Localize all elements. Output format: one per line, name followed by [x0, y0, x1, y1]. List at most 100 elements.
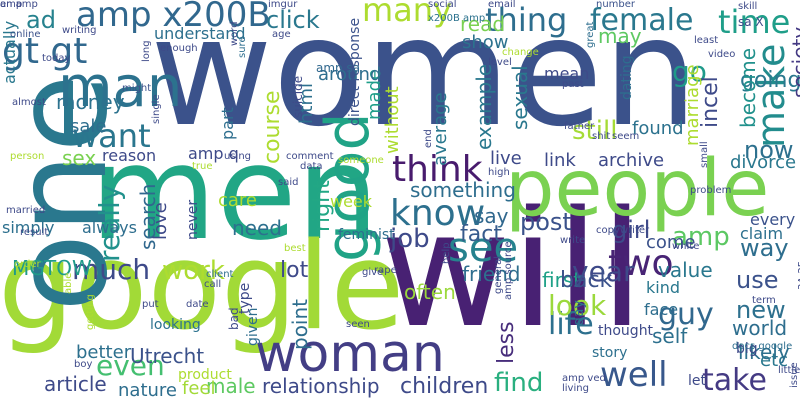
word-81: sale	[70, 116, 107, 137]
word-183: someone	[338, 155, 384, 166]
word-179: end	[423, 129, 434, 148]
word-168: amp source	[503, 241, 514, 300]
word-127: skill	[738, 1, 758, 12]
word-42: fact	[460, 222, 502, 247]
word-72: kind	[646, 278, 681, 297]
word-119: product	[178, 367, 232, 383]
word-170: living	[562, 383, 589, 394]
word-62: children	[400, 374, 489, 399]
word-150: change	[502, 47, 539, 58]
word-133: x200B amp	[428, 13, 486, 24]
word-61: relationship	[262, 374, 380, 398]
word-190: word	[229, 21, 240, 46]
word-16: many	[362, 0, 452, 29]
word-15: amp x200B	[76, 0, 271, 35]
word-122: bad	[227, 307, 241, 330]
word-123: understand	[154, 24, 246, 43]
word-152: married	[6, 205, 46, 216]
word-107: part	[218, 107, 237, 140]
word-153: result	[20, 227, 49, 238]
word-90: link	[544, 150, 576, 171]
word-34: go	[672, 55, 707, 88]
word-159: client	[206, 269, 234, 280]
word-60: article	[44, 372, 107, 396]
word-39: way	[740, 234, 789, 262]
word-187: true	[192, 161, 213, 172]
word-109: mean	[544, 64, 590, 83]
word-176: white	[672, 241, 700, 252]
word-141: single	[151, 94, 162, 124]
word-157: boy	[74, 359, 93, 370]
word-68: etc	[760, 350, 789, 371]
word-67: Utrecht	[130, 344, 205, 368]
word-83: sexual	[508, 65, 532, 130]
word-8: think	[392, 149, 483, 190]
word-155: able	[63, 272, 74, 294]
word-181: copywriter	[596, 225, 650, 236]
word-102: simply	[2, 218, 55, 237]
word-91: read	[460, 12, 506, 36]
word-164: rape	[374, 265, 397, 276]
word-128: sa X	[738, 15, 764, 29]
word-4: people	[505, 144, 770, 234]
word-101: care	[218, 190, 258, 211]
word-71: value	[658, 258, 713, 282]
word-104: reason	[102, 146, 157, 165]
word-56: become	[736, 47, 760, 128]
word-1: men	[90, 117, 380, 269]
word-31: work	[162, 256, 225, 286]
word-76: come	[646, 232, 696, 253]
word-69: likely	[738, 340, 790, 364]
word-84: average	[430, 92, 451, 166]
word-117: let	[688, 373, 706, 389]
word-110: found	[632, 118, 684, 139]
word-147: seem	[612, 131, 640, 142]
word-46: friend	[462, 262, 521, 286]
word-135: online	[10, 29, 41, 40]
word-41: job	[390, 224, 430, 254]
word-156: getting	[85, 294, 96, 330]
word-144: level	[488, 57, 512, 68]
word-148: shit	[592, 131, 611, 142]
word-36: amp	[672, 222, 730, 252]
word-138: almost	[12, 97, 46, 108]
word-126: amp sa	[316, 61, 361, 75]
word-145: past	[562, 79, 584, 90]
word-137: might	[122, 83, 152, 94]
word-92: show	[462, 32, 509, 53]
word-17: gt gt	[2, 31, 88, 72]
word-142: least	[694, 35, 719, 46]
word-158: put	[142, 299, 159, 310]
word-78: love	[150, 202, 171, 240]
word-115: thought	[598, 323, 654, 339]
word-97: every	[750, 210, 796, 229]
word-188: said	[278, 177, 299, 188]
word-75: less	[494, 321, 519, 364]
word-182: high	[488, 167, 510, 178]
word-25: guy	[658, 297, 714, 332]
word-171: little	[778, 365, 800, 376]
word-125: suicide	[291, 75, 305, 118]
word-9: know	[390, 193, 486, 234]
word-193: amp	[0, 0, 23, 10]
word-161: date	[186, 299, 209, 310]
word-136: today	[42, 53, 71, 64]
word-59: MGTOW	[12, 256, 92, 280]
word-108: dating	[619, 55, 635, 100]
word-177: problem	[690, 185, 732, 196]
word-111: point	[288, 298, 312, 350]
word-51: click	[266, 6, 320, 34]
word-14: want	[72, 117, 151, 155]
word-33: still	[572, 116, 618, 146]
word-165: help	[441, 242, 452, 264]
word-3: google	[0, 218, 405, 357]
word-49: need	[232, 216, 282, 240]
word-6: woman	[255, 324, 445, 384]
word-19: female	[590, 3, 694, 38]
word-2: will	[380, 176, 645, 363]
word-120: given	[245, 307, 261, 346]
word-28: year	[572, 255, 635, 288]
word-89: archive	[598, 150, 665, 171]
word-27: look	[548, 289, 607, 322]
